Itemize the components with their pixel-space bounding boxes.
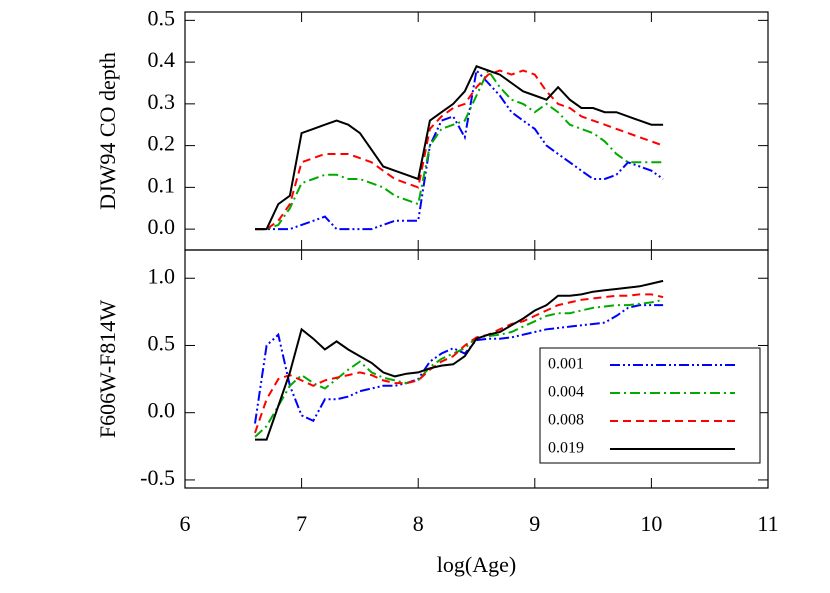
x-tick-label: 7 — [296, 511, 307, 536]
y-tick-label: 0.4 — [148, 47, 176, 72]
x-tick-label: 11 — [757, 511, 778, 536]
series-line — [255, 65, 664, 231]
y-tick-label: 0.0 — [148, 398, 176, 423]
y-axis-label: F606W-F814W — [95, 300, 120, 438]
legend-box — [539, 347, 761, 464]
y-axis-label: DJW94 CO depth — [95, 52, 120, 210]
y-tick-label: 0.1 — [148, 172, 176, 197]
legend-label: 0.004 — [548, 384, 584, 401]
y-tick-label: 0.5 — [148, 331, 176, 356]
x-tick-label: 8 — [413, 511, 424, 536]
x-tick-label: 9 — [529, 511, 540, 536]
legend-label: 0.008 — [548, 412, 584, 429]
y-tick-label: 0.2 — [148, 131, 176, 156]
legend-label: 0.001 — [548, 356, 584, 373]
y-tick-label: 0.3 — [148, 89, 176, 114]
series-line — [255, 279, 664, 441]
x-tick-label: 6 — [180, 511, 191, 536]
series-line — [254, 304, 664, 424]
series-line — [255, 68, 664, 231]
y-tick-label: -0.5 — [140, 465, 175, 490]
y-tick-label: 0.5 — [148, 5, 176, 30]
y-tick-label: 1.0 — [148, 263, 176, 288]
x-axis-label: log(Age) — [437, 552, 516, 577]
legend-label: 0.019 — [548, 440, 584, 457]
y-tick-label: 0.0 — [148, 214, 176, 239]
series-line — [254, 293, 664, 434]
series-line — [255, 68, 664, 231]
series-line — [254, 298, 664, 438]
plot-frame — [184, 249, 769, 489]
series-line — [255, 69, 664, 231]
x-tick-label: 10 — [640, 511, 662, 536]
